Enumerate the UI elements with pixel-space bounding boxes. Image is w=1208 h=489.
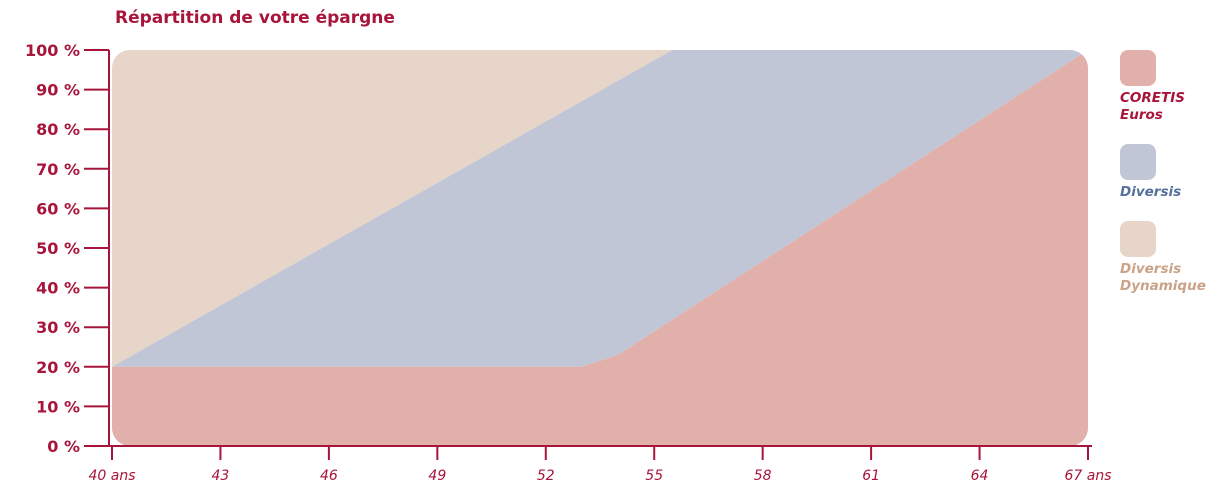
y-tick-label: 100 % [25, 41, 80, 60]
legend-label-line: Diversis [1120, 261, 1182, 277]
y-tick-label: 10 % [36, 397, 80, 416]
x-tick-label: 43 [212, 468, 230, 484]
area-diversis [112, 50, 1088, 367]
legend-label-line: Euros [1120, 107, 1163, 123]
y-tick-label: 20 % [36, 358, 80, 377]
legend-label-line: Dynamique [1120, 278, 1206, 294]
legend-item-diversis-dynamique: Diversis Dynamique [1110, 221, 1208, 295]
chart-title: Répartition de votre épargne [115, 8, 395, 28]
area-coretis-euros [112, 50, 1088, 446]
x-tick-label: 40 ans [88, 468, 135, 484]
y-tick-label: 80 % [36, 120, 80, 139]
legend-swatch-diversis [1120, 144, 1156, 180]
y-tick-label: 40 % [36, 279, 80, 298]
x-tick-label: 67 ans [1064, 468, 1111, 484]
legend-label-diversis: Diversis [1120, 184, 1208, 201]
y-tick-label: 30 % [36, 318, 80, 337]
x-tick-label: 64 [971, 468, 989, 484]
legend-label-coretis-euros: CORETIS Euros [1120, 90, 1208, 124]
y-tick-label: 50 % [36, 239, 80, 258]
legend-swatch-diversis-dynamique [1120, 221, 1156, 257]
legend-item-coretis-euros: CORETIS Euros [1110, 50, 1208, 124]
legend-label-line: Diversis [1120, 184, 1182, 200]
x-tick-label: 46 [320, 468, 338, 484]
x-tick-label: 52 [537, 468, 555, 484]
y-tick-label: 90 % [36, 81, 80, 100]
x-tick-label: 55 [645, 468, 663, 484]
x-tick-label: 61 [862, 468, 880, 484]
legend-item-diversis: Diversis [1110, 144, 1208, 201]
x-tick-label: 58 [754, 468, 772, 484]
y-tick-label: 60 % [36, 199, 80, 218]
y-tick-label: 70 % [36, 160, 80, 179]
plot-area [112, 50, 1088, 446]
chart-legend: CORETIS Euros Diversis Diversis Dynamiqu… [1110, 50, 1208, 315]
y-tick-label: 0 % [47, 437, 80, 456]
x-tick-label: 49 [428, 468, 446, 484]
legend-label-diversis-dynamique: Diversis Dynamique [1120, 261, 1208, 295]
legend-swatch-coretis-euros [1120, 50, 1156, 86]
legend-label-line: CORETIS [1120, 90, 1185, 106]
